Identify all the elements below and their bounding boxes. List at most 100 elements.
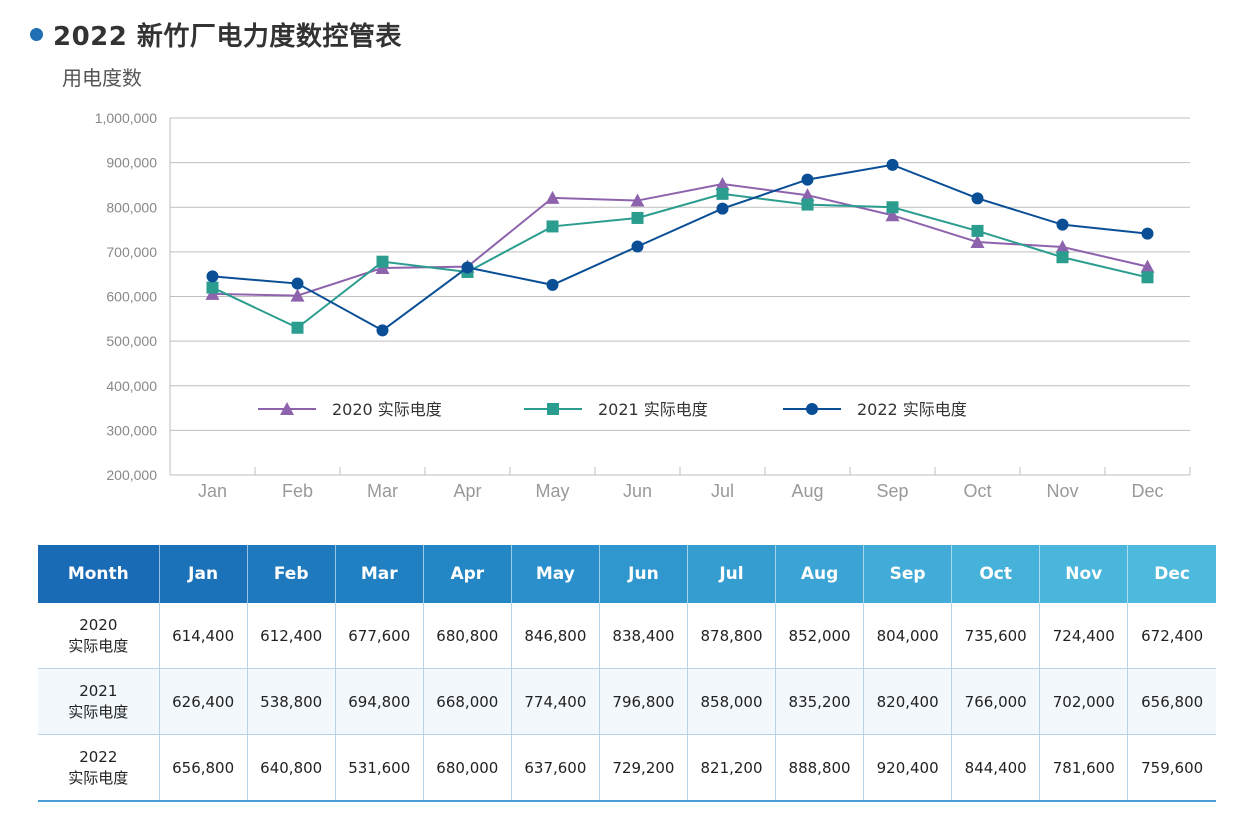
y-tick-label: 800,000 xyxy=(106,199,157,215)
data-point xyxy=(1056,218,1069,231)
table-cell: 766,000 xyxy=(951,668,1041,735)
data-point xyxy=(1141,227,1154,240)
data-point xyxy=(1140,259,1155,273)
y-tick-label: 600,000 xyxy=(106,289,157,305)
table-cell: 672,400 xyxy=(1127,603,1216,669)
table-cell: 656,800 xyxy=(1127,668,1216,735)
data-point xyxy=(1141,271,1154,284)
legend-marker xyxy=(280,402,294,415)
data-point xyxy=(545,190,560,204)
table-cell: 538,800 xyxy=(247,668,336,735)
table-cell: 774,400 xyxy=(511,668,600,735)
header-month: Month xyxy=(38,545,160,603)
data-point xyxy=(631,211,644,224)
header-jun: Jun xyxy=(599,545,688,603)
data-point xyxy=(631,240,644,253)
table-cell: 668,000 xyxy=(423,668,512,735)
row-header: 2020 实际电度 xyxy=(38,603,160,669)
data-point xyxy=(886,201,899,214)
x-tick-label: Dec xyxy=(1131,481,1163,501)
data-point xyxy=(376,255,389,268)
table-cell: 702,000 xyxy=(1039,668,1129,735)
table-cell: 888,800 xyxy=(775,734,865,802)
header-nov: Nov xyxy=(1039,545,1129,603)
legend-marker xyxy=(547,403,559,415)
table-cell: 920,400 xyxy=(863,734,953,802)
table-cell: 735,600 xyxy=(951,603,1041,669)
x-tick-label: Oct xyxy=(963,481,991,501)
header-may: May xyxy=(511,545,600,603)
x-tick-label: Nov xyxy=(1046,481,1078,501)
x-tick-label: Sep xyxy=(876,481,908,501)
data-point xyxy=(885,208,900,222)
table-row: 2020 实际电度 614,400 612,400 677,600 680,800 846,… xyxy=(38,603,1216,669)
table-cell: 796,800 xyxy=(599,668,688,735)
table-cell: 531,600 xyxy=(335,734,424,802)
table-cell: 846,800 xyxy=(511,603,600,669)
data-point xyxy=(206,281,219,294)
table-cell: 677,600 xyxy=(335,603,424,669)
data-point xyxy=(376,324,389,337)
row-header: 2021 实际电度 xyxy=(38,668,160,735)
data-point xyxy=(630,193,645,207)
table-cell: 820,400 xyxy=(863,668,953,735)
table-cell: 759,600 xyxy=(1127,734,1216,802)
x-tick-label: Jun xyxy=(623,481,652,501)
row-header: 2022 实际电度 xyxy=(38,734,160,802)
table-cell: 612,400 xyxy=(247,603,336,669)
table-cell: 724,400 xyxy=(1039,603,1129,669)
y-tick-label: 300,000 xyxy=(106,422,157,438)
table-cell: 680,000 xyxy=(423,734,512,802)
line-chart: 1,000,000 900,000 800,000 700,000 600,000 500… xyxy=(95,110,1191,501)
data-point xyxy=(886,158,899,171)
y-tick-label: 500,000 xyxy=(106,333,157,349)
header-aug: Aug xyxy=(775,545,865,603)
data-point xyxy=(290,288,305,302)
table-cell: 852,000 xyxy=(775,603,865,669)
data-point xyxy=(1055,239,1070,253)
table-cell: 804,000 xyxy=(863,603,953,669)
x-tick-label: Jan xyxy=(198,481,227,501)
x-tick-label: May xyxy=(535,481,569,501)
header-oct: Oct xyxy=(951,545,1041,603)
table-cell: 838,400 xyxy=(599,603,688,669)
data-point xyxy=(801,198,814,211)
table-cell: 640,800 xyxy=(247,734,336,802)
table-cell: 614,400 xyxy=(159,603,248,669)
data-point xyxy=(715,177,730,191)
y-tick-label: 200,000 xyxy=(106,467,157,483)
y-tick-label: 900,000 xyxy=(106,155,157,171)
table-cell: 781,600 xyxy=(1039,734,1129,802)
header-jan: Jan xyxy=(159,545,248,603)
data-point xyxy=(971,224,984,237)
table-cell: 844,400 xyxy=(951,734,1041,802)
table-cell: 637,600 xyxy=(511,734,600,802)
x-tick-label: Mar xyxy=(367,481,398,501)
legend-marker xyxy=(806,403,818,415)
table-row: 2021 实际电度 626,400 538,800 694,800 668,000 774,… xyxy=(38,668,1216,735)
bullet-dot-icon xyxy=(30,27,43,41)
x-tick-label: Aug xyxy=(791,481,823,501)
header-jul: Jul xyxy=(687,545,777,603)
legend-label: 2020 实际电度 xyxy=(332,400,442,419)
table-cell: 656,800 xyxy=(159,734,248,802)
table-cell: 821,200 xyxy=(687,734,777,802)
x-tick-label: Feb xyxy=(282,481,313,501)
x-tick-label: Apr xyxy=(453,481,481,501)
header-sep: Sep xyxy=(863,545,953,603)
table-cell: 680,800 xyxy=(423,603,512,669)
table-cell: 694,800 xyxy=(335,668,424,735)
data-point xyxy=(716,202,729,215)
data-point xyxy=(546,278,559,291)
data-point xyxy=(291,277,304,290)
data-point xyxy=(206,270,219,283)
data-table: Month Jan Feb Mar Apr May Jun Jul Aug Sep Oct Nov De… xyxy=(38,545,1216,802)
table-header-row: Month Jan Feb Mar Apr May Jun Jul Aug Sep Oct Nov De… xyxy=(38,545,1216,603)
data-point xyxy=(291,321,304,334)
data-point xyxy=(716,187,729,200)
x-tick-label: Jul xyxy=(711,481,734,501)
data-point xyxy=(546,220,559,233)
table-cell: 626,400 xyxy=(159,668,248,735)
table-cell: 729,200 xyxy=(599,734,688,802)
series-line xyxy=(212,192,1148,329)
